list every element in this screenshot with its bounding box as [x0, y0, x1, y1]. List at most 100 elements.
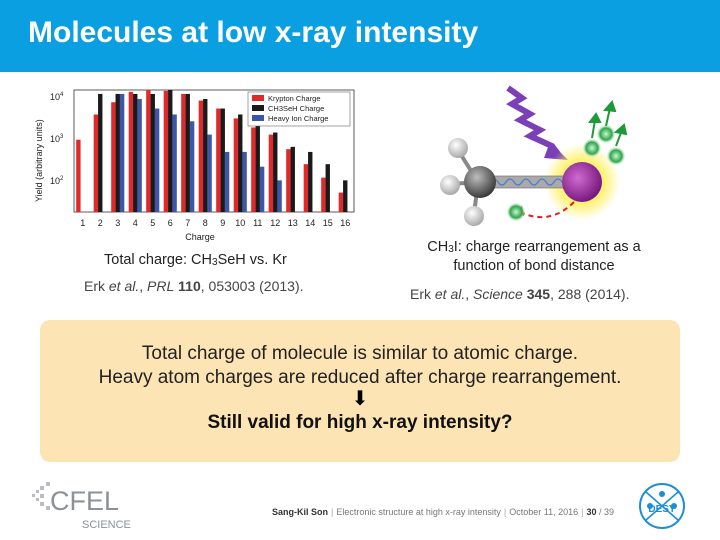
bar-heavy-ion-charge-5 — [154, 108, 160, 212]
bar-krypton-charge-14 — [303, 164, 309, 212]
hydrogen-atom — [448, 138, 468, 158]
slide-title: Molecules at low x-ray intensity — [28, 16, 479, 49]
bar-ch3seh-charge-4 — [133, 93, 138, 212]
x-tick-label: 5 — [150, 218, 155, 228]
plot-frame — [73, 89, 355, 213]
x-tick-label: 2 — [98, 218, 103, 228]
callout-line-2: Heavy atom charges are reduced after cha… — [98, 367, 622, 388]
x-tick-label: 9 — [220, 218, 225, 228]
xray-wave — [506, 85, 561, 156]
x-tick-label: 13 — [288, 218, 298, 228]
carbon-atom — [464, 166, 496, 198]
y-tick-10000: 104 — [50, 92, 64, 102]
x-axis-label: Charge — [185, 232, 215, 242]
molecule-illustration — [440, 85, 628, 226]
bar-krypton-charge-3 — [111, 102, 116, 212]
bar-krypton-charge-2 — [93, 114, 99, 212]
x-tick-label: 10 — [235, 218, 245, 228]
bar-ch3seh-charge-13 — [290, 146, 295, 212]
x-tick-label: 4 — [133, 218, 138, 228]
x-ticks-group: 1 2 3 4 5 6 7 8 9 10 11 12 13 14 15 16 — [80, 218, 350, 228]
summary-callout: Total charge of molecule is similar to a… — [40, 320, 680, 462]
x-tick-label: 16 — [340, 218, 350, 228]
charge-transfer-arrow — [519, 201, 575, 219]
x-tick-label: 8 — [203, 218, 208, 228]
bond-wave — [489, 178, 571, 186]
ejection-arrows — [588, 100, 628, 147]
cfel-logo: CFEL SCIENCE — [32, 482, 131, 531]
bar-krypton-charge-4 — [128, 91, 134, 212]
x-tick-label: 3 — [115, 218, 120, 228]
legend-swatch-kr — [252, 95, 264, 101]
bar-chart: Yield (arbitrary units) 1 2 3 4 5 6 7 8 9 10 11 12 1… — [34, 89, 355, 242]
bar-heavy-ion-charge-10 — [242, 151, 247, 212]
bar-ch3seh-charge-3 — [115, 93, 120, 212]
bar-heavy-ion-charge-4 — [137, 99, 142, 212]
bar-krypton-charge-7 — [181, 93, 186, 212]
bar-heavy-ion-charge-7 — [189, 121, 195, 212]
bar-krypton-charge-5 — [146, 90, 151, 212]
iodine-atom — [562, 162, 602, 202]
bar-ch3seh-charge-6 — [168, 90, 173, 212]
bar-ch3seh-charge-11 — [255, 121, 260, 212]
bar-ch3seh-charge-9 — [220, 108, 225, 212]
left-reference: Erk et al., PRL 110, 053003 (2013). — [84, 278, 304, 294]
y-tick-10: 102 — [50, 176, 64, 186]
desy-text: DESY — [648, 504, 676, 515]
bar-heavy-ion-charge-8 — [207, 134, 212, 212]
bar-krypton-charge-12 — [268, 134, 274, 212]
right-caption: CH3I: charge rearrangement as a function… — [427, 239, 641, 274]
bar-krypton-charge-11 — [251, 127, 256, 212]
bar-krypton-charge-6 — [163, 90, 169, 212]
x-tick-label: 14 — [305, 218, 315, 228]
bar-heavy-ion-charge-9 — [224, 151, 230, 212]
legend-swatch-ch3seh — [252, 105, 264, 111]
legend-label-kr: Krypton Charge — [268, 94, 321, 103]
bar-krypton-charge-1 — [76, 139, 81, 212]
bar-ch3seh-charge-2 — [98, 93, 103, 212]
bar-krypton-charge-15 — [321, 177, 326, 212]
bar-krypton-charge-8 — [198, 100, 204, 212]
legend-swatch-heavy-ion — [252, 115, 264, 121]
callout-question: Still valid for high x-ray intensity? — [207, 412, 513, 433]
bar-ch3seh-charge-7 — [185, 93, 190, 212]
bar-heavy-ion-charge-6 — [172, 114, 177, 212]
bar-ch3seh-charge-10 — [238, 114, 243, 212]
left-caption: Total charge: CH3SeH vs. Kr — [104, 252, 287, 268]
callout-line-1: Total charge of molecule is similar to a… — [141, 343, 579, 364]
x-tick-label: 1 — [80, 218, 85, 228]
bar-heavy-ion-charge-11 — [259, 166, 265, 212]
hydrogen-atom — [464, 206, 484, 226]
electron — [606, 146, 626, 166]
bar-krypton-charge-9 — [216, 108, 221, 212]
bar-ch3seh-charge-15 — [325, 164, 330, 212]
x-tick-label: 6 — [168, 218, 173, 228]
electron — [582, 138, 602, 158]
cfel-sub-text: SCIENCE — [82, 519, 131, 531]
bar-heavy-ion-charge-12 — [277, 180, 282, 212]
footer: Sang-Kil Son | Electronic structure at hig… — [272, 507, 615, 517]
bar-ch3seh-charge-8 — [203, 99, 208, 212]
down-arrow-icon: ⬇ — [351, 388, 369, 410]
y-tick-1000: 103 — [50, 134, 64, 144]
hydrogen-atom — [440, 175, 460, 195]
electron — [506, 202, 526, 222]
legend-label-heavy-ion: Heavy Ion Charge — [268, 114, 328, 123]
bar-ch3seh-charge-14 — [308, 151, 313, 212]
x-tick-label: 11 — [253, 218, 262, 228]
bar-heavy-ion-charge-3 — [119, 93, 125, 212]
x-tick-label: 15 — [323, 218, 333, 228]
bar-ch3seh-charge-16 — [343, 180, 348, 212]
electron — [596, 124, 616, 144]
y-axis-label: Yield (arbitrary units) — [34, 119, 44, 202]
x-tick-label: 7 — [185, 218, 190, 228]
x-tick-label: 12 — [270, 218, 280, 228]
legend-label-ch3seh: CH3SeH Charge — [268, 104, 324, 113]
right-reference: Erk et al., Science 345, 288 (2014). — [410, 286, 630, 302]
desy-logo: DESY — [639, 483, 685, 529]
bar-krypton-charge-16 — [338, 192, 344, 212]
bar-krypton-charge-10 — [233, 118, 239, 212]
cfel-text: CFEL — [50, 486, 119, 516]
bar-krypton-charge-13 — [286, 149, 291, 212]
bar-ch3seh-charge-5 — [150, 93, 155, 212]
